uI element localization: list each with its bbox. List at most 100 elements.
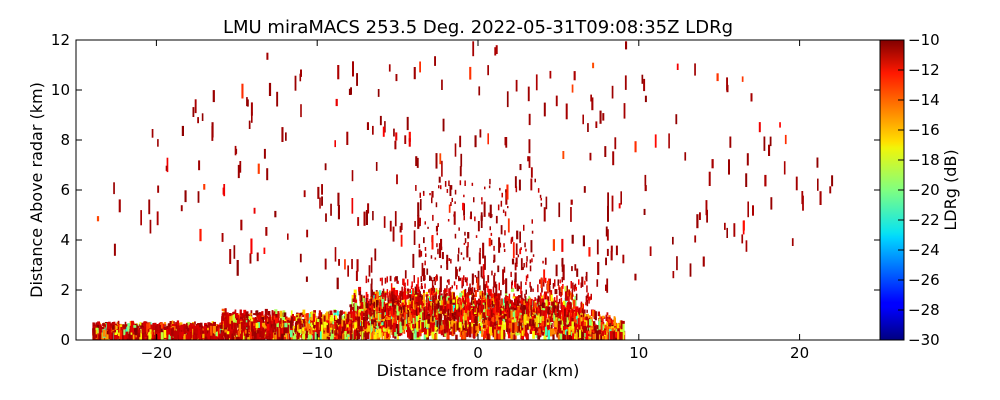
ldr-pixel xyxy=(421,322,425,332)
ldr-pixel xyxy=(597,311,600,317)
ldr-pixel xyxy=(110,323,113,327)
ldr-pixel xyxy=(272,328,274,333)
ldr-pixel xyxy=(366,330,370,339)
ldr-pixel xyxy=(549,290,552,301)
ldr-pixel xyxy=(443,321,446,331)
ldr-pixel xyxy=(311,322,314,330)
ldr-pixel xyxy=(381,325,383,333)
ldr-pixel xyxy=(360,304,364,309)
ldr-pixel xyxy=(256,330,260,334)
ldr-pixel xyxy=(360,311,364,321)
chart-title: LMU miraMACS 253.5 Deg. 2022-05-31T09:08… xyxy=(223,17,733,38)
ldr-pixel xyxy=(271,321,275,331)
ldr-pixel xyxy=(224,308,227,319)
ldr-pixel xyxy=(451,304,454,313)
ldr-pixel xyxy=(575,315,578,321)
ldr-pixel xyxy=(253,326,257,338)
ldr-pixel xyxy=(502,298,505,308)
ldr-pixel xyxy=(409,328,412,338)
ldr-pixel xyxy=(520,320,523,323)
ldr-pixel xyxy=(441,328,444,335)
ldr-pixel xyxy=(154,325,158,332)
ldr-pixel xyxy=(549,327,553,337)
ldr-pixel xyxy=(378,329,382,338)
ldr-pixel xyxy=(521,298,525,305)
ldr-pixel xyxy=(395,295,398,301)
ldr-pixel xyxy=(412,300,414,310)
ldr-pixel xyxy=(460,305,463,312)
ldr-pixel xyxy=(390,291,394,298)
ldr-pixel xyxy=(264,308,268,316)
ldr-pixel xyxy=(445,318,449,326)
ldr-pixel xyxy=(521,330,524,336)
ldr-pixel xyxy=(227,334,230,340)
ldr-pixel xyxy=(212,334,216,340)
ldr-pixel xyxy=(389,319,393,330)
ldr-pixel xyxy=(110,332,114,340)
ldr-pixel xyxy=(492,325,495,333)
ldr-pixel xyxy=(172,324,176,327)
ldr-pixel xyxy=(387,301,390,311)
ldr-pixel xyxy=(413,303,416,313)
ldr-pixel xyxy=(409,311,413,322)
ldr-pixel xyxy=(232,314,235,325)
ldr-pixel xyxy=(462,289,465,297)
ldr-pixel xyxy=(438,296,442,306)
ldr-pixel xyxy=(473,317,476,323)
ldr-pixel xyxy=(460,332,463,340)
ldr-pixel xyxy=(329,332,332,337)
ldr-pixel xyxy=(111,324,115,330)
ldr-pixel xyxy=(245,317,248,320)
ldr-pixel xyxy=(365,291,368,299)
ldr-pixel xyxy=(266,318,269,325)
ldr-pixel xyxy=(497,330,500,334)
ldr-pixel xyxy=(405,322,409,331)
ldr-pixel xyxy=(202,333,206,339)
ldr-pixel xyxy=(413,309,417,316)
ldr-pixel xyxy=(271,326,274,331)
ldr-pixel xyxy=(150,324,153,328)
ldr-pixel xyxy=(346,333,350,340)
ldr-pixel xyxy=(382,316,386,327)
ldr-pixel xyxy=(621,320,625,324)
ldr-pixel xyxy=(327,323,329,331)
ldr-pixel xyxy=(176,325,180,335)
data-marks xyxy=(92,41,834,340)
ldr-pixel xyxy=(131,329,134,333)
ldr-pixel xyxy=(493,317,496,323)
ldr-pixel xyxy=(362,298,365,309)
ldr-pixel xyxy=(338,314,342,324)
ldr-pixel xyxy=(334,321,337,329)
ldr-pixel xyxy=(324,323,327,334)
ldr-pixel xyxy=(506,308,509,319)
ldr-pixel xyxy=(259,327,262,337)
ldr-pixel xyxy=(546,318,550,330)
ldr-pixel xyxy=(453,292,455,301)
ldr-pixel xyxy=(237,323,240,328)
ldr-pixel xyxy=(476,316,480,321)
ldr-pixel xyxy=(108,329,111,335)
ldr-pixel xyxy=(405,316,409,327)
ldr-pixel xyxy=(221,308,225,312)
ldr-pixel xyxy=(412,293,415,305)
ldr-pixel xyxy=(589,334,592,337)
ldr-pixel xyxy=(293,317,296,320)
ldr-pixel xyxy=(542,310,546,321)
ldr-pixel xyxy=(314,331,317,340)
ldr-pixel xyxy=(289,320,293,329)
ldr-pixel xyxy=(445,325,449,333)
ldr-pixel xyxy=(423,289,425,296)
ldr-pixel xyxy=(252,325,256,332)
ldr-pixel xyxy=(326,311,330,314)
ldr-pixel xyxy=(103,329,106,337)
ldr-pixel xyxy=(261,311,264,316)
ldr-pixel xyxy=(351,294,355,299)
ldr-pixel xyxy=(232,311,235,315)
ldr-pixel xyxy=(279,316,283,319)
ldr-pixel xyxy=(443,329,446,337)
ldr-pixel xyxy=(435,330,438,340)
ldr-pixel xyxy=(495,333,499,340)
ldr-pixel xyxy=(564,334,566,340)
ldr-pixel xyxy=(358,329,362,333)
ldr-pixel xyxy=(606,319,609,331)
